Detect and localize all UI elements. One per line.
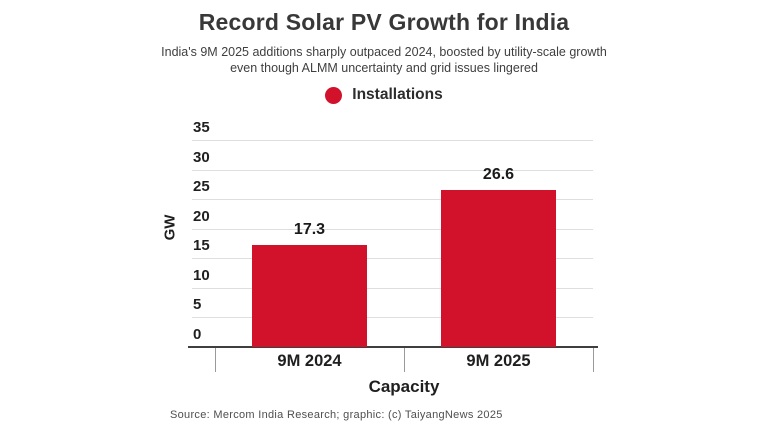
chart-subtitle: India's 9M 2025 additions sharply outpac…	[161, 45, 607, 75]
gridline	[192, 169, 593, 171]
y-tick-label: 25	[193, 178, 210, 196]
bar-9m-2025	[441, 189, 556, 347]
y-axis-title: GW	[161, 214, 179, 241]
y-tick-label: 20	[193, 207, 210, 225]
y-tick-label: 30	[193, 148, 210, 166]
y-tick-label: 0	[193, 326, 202, 343]
gridline	[192, 199, 593, 201]
plot-area: 0 5 10 15 20 25 30 35 17.3 26.6	[188, 119, 598, 348]
chart-title: Record Solar PV Growth for India	[198, 9, 570, 35]
x-axis-title: Capacity	[368, 377, 440, 396]
y-tick-label: 15	[193, 237, 210, 255]
bar-9m-2024	[252, 244, 367, 347]
gridline	[192, 258, 593, 260]
data-label: 26.6	[482, 165, 515, 183]
gridline	[192, 228, 593, 230]
legend-label: Installations	[352, 86, 443, 103]
data-label: 17.3	[293, 220, 326, 238]
legend-marker-icon	[325, 86, 343, 104]
y-tick-label: 35	[193, 119, 210, 136]
legend: Installations	[0, 86, 768, 104]
x-axis-tick	[593, 348, 594, 372]
x-category-label: 9M 2024	[277, 352, 342, 370]
gridline	[192, 317, 593, 319]
x-axis-tick	[404, 348, 405, 372]
gridline	[192, 287, 593, 289]
x-axis-line	[188, 345, 598, 348]
x-axis-tick	[215, 348, 216, 372]
source-note: Source: Mercom India Research; graphic: …	[170, 409, 503, 421]
x-axis: 9M 2024 9M 2025	[192, 348, 594, 374]
gridline	[192, 140, 593, 141]
x-category-label: 9M 2025	[466, 352, 531, 370]
y-tick-label: 5	[193, 296, 202, 314]
y-tick-label: 10	[193, 266, 210, 284]
